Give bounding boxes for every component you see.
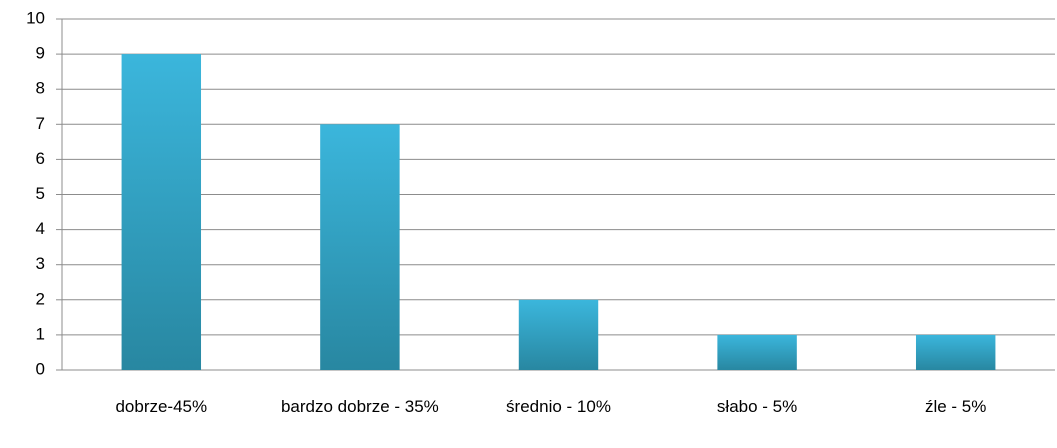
x-tick-label: dobrze-45% xyxy=(115,397,208,416)
bar xyxy=(121,54,202,370)
x-tick-label: źle - 5% xyxy=(924,397,987,416)
y-tick-label: 8 xyxy=(36,79,45,98)
bar xyxy=(518,299,599,370)
y-tick-label: 5 xyxy=(36,184,45,203)
y-tick-label: 10 xyxy=(26,8,45,27)
y-tick-label: 6 xyxy=(36,149,45,168)
y-tick-label: 0 xyxy=(36,359,45,378)
x-tick-label: bardzo dobrze - 35% xyxy=(280,397,439,416)
y-tick-label: 9 xyxy=(36,44,45,63)
bar xyxy=(320,124,400,370)
x-tick-label: średnio - 10% xyxy=(506,397,611,416)
y-tick-label: 3 xyxy=(36,254,45,273)
x-tick-label: słabo - 5% xyxy=(716,397,798,416)
bar xyxy=(717,334,797,370)
y-tick-label: 7 xyxy=(36,114,45,133)
y-tick-label: 2 xyxy=(36,289,45,308)
bar xyxy=(915,334,996,370)
y-tick-label: 4 xyxy=(36,219,45,238)
y-tick-label: 1 xyxy=(36,324,45,343)
